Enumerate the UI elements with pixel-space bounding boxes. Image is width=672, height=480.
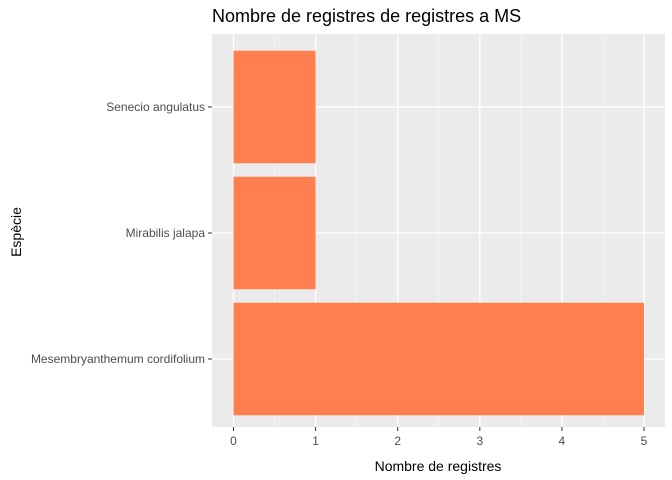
y-tick-label: Senecio angulatus (106, 100, 205, 114)
x-tick-label: 4 (559, 434, 566, 448)
bars (233, 50, 644, 416)
y-tick-label: Mirabilis jalapa (126, 226, 206, 240)
chart-title: Nombre de registres de registres a MS (212, 6, 521, 26)
y-tick-label: Mesembryanthemum cordifolium (31, 352, 205, 366)
x-tick-label: 5 (641, 434, 648, 448)
x-tick-label: 0 (230, 434, 237, 448)
x-tick-label: 3 (476, 434, 483, 448)
x-axis-title: Nombre de registres (375, 458, 502, 474)
bar (233, 50, 316, 164)
x-axis-ticks: 0 1 2 3 4 5 (230, 427, 648, 448)
bar (233, 176, 316, 290)
x-tick-label: 1 (312, 434, 319, 448)
y-axis-title: Espècie (8, 207, 24, 257)
y-axis-ticks: Mesembryanthemum cordifolium Mirabilis ja… (31, 100, 212, 366)
x-tick-label: 2 (394, 434, 401, 448)
bar (233, 302, 644, 416)
